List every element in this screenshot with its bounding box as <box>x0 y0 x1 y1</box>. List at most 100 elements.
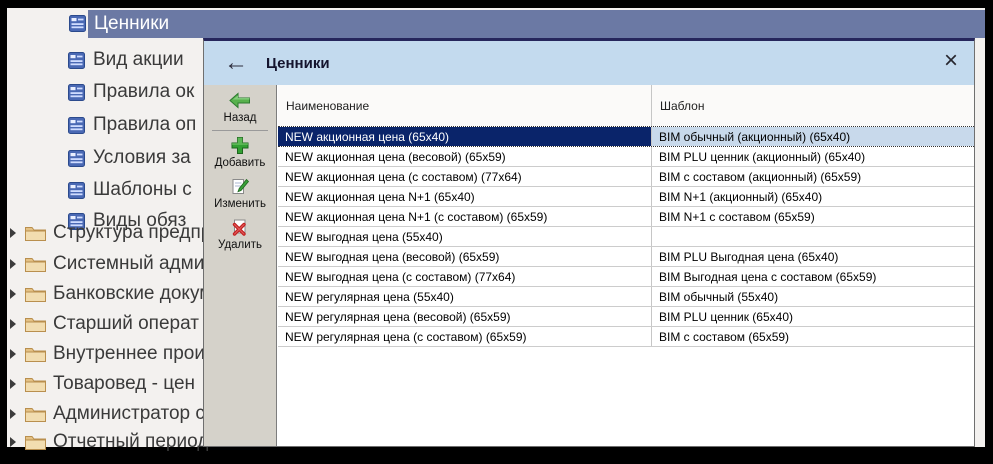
cell-name: NEW акционная цена N+1 (65x40) <box>278 187 652 206</box>
add-plus-icon <box>231 137 249 154</box>
tree-item-pravila-2[interactable]: Правила оп <box>68 111 196 139</box>
tree-folder-label: Администратор с <box>53 403 205 424</box>
table-row[interactable]: NEW акционная цена (с составом) (77x64) … <box>278 167 974 187</box>
cell-template: BIM обычный (акционный) (65x40) <box>652 127 974 146</box>
table-row[interactable]: NEW акционная цена N+1 (65x40) BIM N+1 (… <box>278 187 974 207</box>
toolbar-separator <box>212 130 268 131</box>
price-tags-dialog: ← Ценники × Назад Добавить <box>203 38 975 447</box>
folder-icon <box>25 348 46 362</box>
button-label: Удалить <box>218 239 262 251</box>
table-body: NEW акционная цена (65x40) BIM обычный (… <box>278 126 974 347</box>
button-label: Изменить <box>214 198 266 210</box>
cell-name: NEW выгодная цена (весовой) (65x59) <box>278 247 652 266</box>
cell-template: BIM PLU ценник (акционный) (65x40) <box>659 149 866 164</box>
button-label: Добавить <box>214 157 266 169</box>
tree-item-label: Правила оп <box>93 114 197 135</box>
tree-item-pravila-1[interactable]: Правила ок <box>68 78 194 106</box>
tree-item-vid-akcii[interactable]: Вид акции <box>68 46 184 74</box>
table-row[interactable]: NEW выгодная цена (с составом) (77x64) B… <box>278 267 974 287</box>
button-label: Назад <box>223 112 257 124</box>
expander-arrow-icon[interactable] <box>10 437 16 447</box>
form-icon <box>68 83 85 101</box>
table-row[interactable]: NEW выгодная цена (55x40) <box>278 227 974 247</box>
folder-icon <box>25 318 46 332</box>
expander-arrow-icon[interactable] <box>10 259 16 269</box>
table-row[interactable]: NEW акционная цена N+1 (с составом) (65x… <box>278 207 974 227</box>
tree-item-label: Правила ок <box>93 81 195 102</box>
dialog-header: ← Ценники × <box>204 41 974 85</box>
dialog-title: Ценники <box>266 54 330 72</box>
folder-icon <box>25 288 46 302</box>
tree-folder-tovaroved[interactable]: Товаровед - цен <box>10 371 195 397</box>
tree-folder-label: Структура предпр <box>53 222 212 243</box>
cell-template: BIM PLU ценник (65x40) <box>659 309 793 324</box>
table-row[interactable]: NEW выгодная цена (весовой) (65x59) BIM … <box>278 247 974 267</box>
tree-item-label: Шаблоны с <box>93 179 192 200</box>
cell-template: BIM N+1 с составом (65x59) <box>659 209 815 224</box>
table-row[interactable]: NEW акционная цена (весовой) (65x59) BIM… <box>278 147 974 167</box>
folder-icon <box>25 436 46 450</box>
cell-template: BIM N+1 (акционный) (65x40) <box>659 189 823 204</box>
tree-item-cenniki-selected[interactable]: Ценники <box>88 10 985 38</box>
column-header-name[interactable]: Наименование <box>278 85 652 126</box>
expander-arrow-icon[interactable] <box>10 289 16 299</box>
cell-name: NEW регулярная цена (с составом) (65x59) <box>278 327 652 346</box>
delete-icon <box>232 219 246 236</box>
form-icon <box>68 212 85 230</box>
tree-item-shablony[interactable]: Шаблоны с <box>68 176 192 204</box>
expander-arrow-icon[interactable] <box>10 379 16 389</box>
table-row[interactable]: NEW регулярная цена (55x40) BIM обычный … <box>278 287 974 307</box>
form-icon <box>68 116 85 134</box>
close-icon[interactable]: × <box>943 47 958 74</box>
folder-icon <box>25 378 46 392</box>
tree-folder-sistemny[interactable]: Системный админ <box>10 251 215 277</box>
tree-folder-struktura[interactable]: Структура предпр <box>10 220 211 246</box>
tree-folder-administrator[interactable]: Администратор с <box>10 401 205 427</box>
expander-arrow-icon[interactable] <box>10 228 16 238</box>
tree-folder-otchetny[interactable]: Отчетный период <box>10 429 208 455</box>
tree-item-usloviya[interactable]: Условия за <box>68 144 191 172</box>
back-arrow-icon[interactable]: ← <box>224 49 248 76</box>
expander-arrow-icon[interactable] <box>10 409 16 419</box>
tree-folder-bankovskie[interactable]: Банковские докум <box>10 281 212 307</box>
folder-icon <box>25 408 46 422</box>
table-row[interactable]: NEW регулярная цена (весовой) (65x59) BI… <box>278 307 974 327</box>
tree-folder-starshy[interactable]: Старший операт <box>10 311 199 337</box>
folder-icon <box>25 258 46 272</box>
tree-folder-label: Отчетный период <box>53 431 209 452</box>
cell-name: NEW выгодная цена (с составом) (77x64) <box>278 267 652 286</box>
cell-name: NEW регулярная цена (55x40) <box>278 287 652 306</box>
back-button[interactable]: Назад <box>204 91 276 124</box>
table-row[interactable]: NEW регулярная цена (с составом) (65x59)… <box>278 327 974 347</box>
tree-item-vidy-obyaz[interactable]: Виды обяз <box>68 207 186 235</box>
tree-folder-label: Внутреннее прои <box>53 343 205 364</box>
expander-arrow-icon[interactable] <box>10 349 16 359</box>
tree-item-label: Ценники <box>94 13 170 34</box>
tree-item-label: Виды обяз <box>93 210 187 231</box>
expander-arrow-icon[interactable] <box>10 319 16 329</box>
form-icon <box>69 15 86 32</box>
tree-folder-vnutrennee[interactable]: Внутреннее прои <box>10 341 205 367</box>
cell-template: BIM обычный (55x40) <box>659 289 779 304</box>
tree-folder-label: Банковские докум <box>53 283 213 304</box>
cell-name: NEW акционная цена (65x40) <box>278 127 652 146</box>
add-button[interactable]: Добавить <box>204 136 276 169</box>
form-icon <box>68 51 85 69</box>
cell-template: BIM с составом (акционный) (65x59) <box>659 169 862 184</box>
cell-name: NEW акционная цена (весовой) (65x59) <box>278 147 652 166</box>
cell-name: NEW акционная цена N+1 (с составом) (65x… <box>278 207 652 226</box>
price-tags-table: Наименование Шаблон NEW акционная цена (… <box>278 85 974 446</box>
edit-button[interactable]: Изменить <box>204 177 276 210</box>
table-header-row: Наименование Шаблон <box>278 85 974 126</box>
table-row[interactable]: NEW акционная цена (65x40) BIM обычный (… <box>278 126 974 147</box>
edit-icon <box>232 178 250 194</box>
tree-item-label: Условия за <box>93 147 191 168</box>
tree-folder-label: Старший операт <box>53 313 199 334</box>
cell-template: BIM с составом (65x59) <box>659 329 790 344</box>
back-arrow-icon <box>229 92 250 109</box>
delete-button[interactable]: Удалить <box>204 218 276 251</box>
cell-template: BIM PLU Выгодная цена (65x40) <box>659 249 839 264</box>
column-header-template[interactable]: Шаблон <box>660 98 705 113</box>
form-icon <box>68 181 85 199</box>
